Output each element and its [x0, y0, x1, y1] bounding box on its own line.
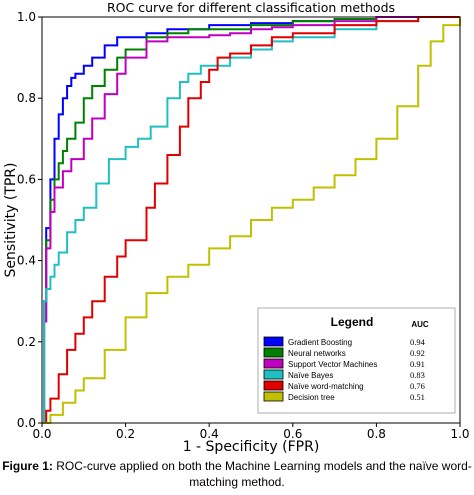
- series-line-3: [42, 16, 460, 424]
- legend-label-2: Support Vector Machines: [288, 360, 377, 369]
- y-tick-label-4: 0.8: [17, 91, 36, 105]
- plot-area: [42, 16, 461, 424]
- caption-text: ROC-curve applied on both the Machine Le…: [52, 459, 472, 489]
- legend-auc-3: 0.83: [410, 370, 425, 380]
- legend-swatch-5: [263, 391, 284, 402]
- legend-label-3: Naïve Bayes: [288, 371, 333, 380]
- legend-auc-header: AUC: [411, 320, 429, 329]
- y-tick-label-1: 0.2: [17, 335, 36, 349]
- legend-auc-5: 0.51: [410, 392, 425, 402]
- x-tick-label-2: 0.4: [200, 427, 219, 441]
- x-tick-label-3: 0.6: [283, 427, 302, 441]
- legend-title: Legend: [331, 315, 374, 329]
- legend-swatch-4: [263, 380, 284, 391]
- y-tick-label-3: 0.6: [17, 172, 36, 186]
- plot-frame: [41, 16, 461, 424]
- chart-title: ROC curve for different classification m…: [107, 0, 395, 15]
- legend-auc-2: 0.91: [410, 359, 425, 369]
- roc-chart: ROC curve for different classification m…: [3, 0, 470, 455]
- caption-label: Figure 1:: [2, 459, 53, 473]
- series-line-5: [42, 17, 461, 424]
- x-tick-label-0: 0.0: [32, 427, 51, 441]
- legend-auc-1: 0.92: [410, 348, 425, 358]
- figure-caption: Figure 1: ROC-curve applied on both the …: [0, 458, 474, 490]
- legend-swatch-2: [263, 358, 284, 369]
- legend-swatch-0: [263, 336, 284, 347]
- legend-label-5: Decision tree: [288, 393, 335, 402]
- legend-swatch-1: [263, 347, 284, 358]
- legend-label-1: Neural networks: [288, 349, 346, 358]
- series-line-4: [42, 16, 460, 424]
- y-tick-label-5: 1.0: [17, 10, 36, 24]
- series-line-0: [42, 16, 460, 424]
- x-axis-label: 1 - Specificity (FPR): [183, 439, 320, 455]
- axes: 0.00.0 0.2 0.2 0.4 0.4 0.6 0.6 0.8 0.8 1.0 1.0: [17, 10, 470, 441]
- series-line-2: [42, 16, 460, 424]
- legend-auc-4: 0.76: [410, 381, 425, 391]
- legend-auc-0: 0.94: [410, 337, 426, 347]
- legend-label-4: Naïve word-matching: [288, 382, 364, 391]
- y-tick-label-0: 0.0: [17, 416, 36, 430]
- legend: Legend AUC Gradient Boosting 0.94 Neural n…: [257, 307, 456, 414]
- legend-box: [257, 307, 456, 414]
- x-tick-label-1: 0.2: [116, 427, 135, 441]
- y-tick-label-2: 0.4: [17, 254, 36, 268]
- legend-swatch-3: [263, 369, 284, 380]
- x-tick-label-5: 1.0: [450, 427, 469, 441]
- y-axis-label: Sensitivity (TPR): [3, 163, 19, 278]
- legend-label-0: Gradient Boosting: [288, 338, 352, 347]
- x-tick-label-4: 0.8: [367, 427, 386, 441]
